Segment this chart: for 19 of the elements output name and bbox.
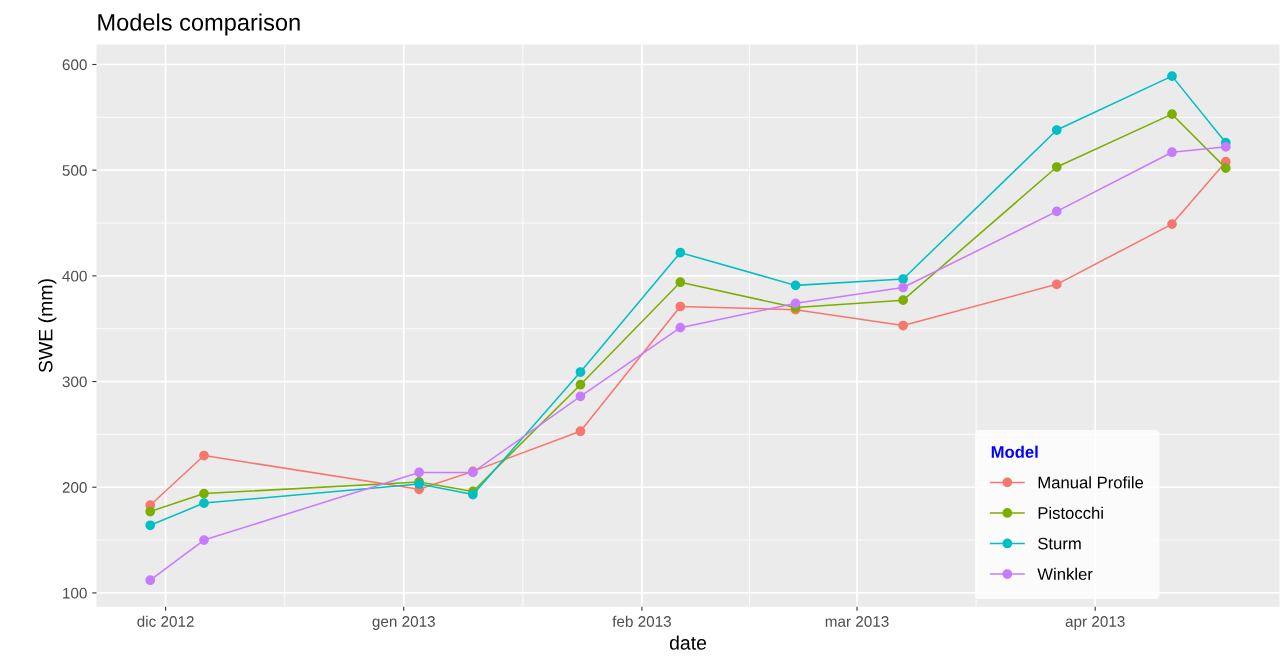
y-axis-title: SWE (mm) bbox=[38, 279, 57, 373]
y-tick-label: 400 bbox=[62, 270, 87, 282]
legend-label: Winkler bbox=[1037, 567, 1093, 581]
x-tick-label: feb 2013 bbox=[612, 615, 671, 627]
y-tick-label: 600 bbox=[62, 59, 87, 71]
x-tick-label: apr 2013 bbox=[1065, 616, 1125, 630]
legend-title: Model bbox=[991, 445, 1038, 458]
y-tick-label: 300 bbox=[62, 376, 87, 388]
y-tick-label: 500 bbox=[62, 165, 87, 176]
legend-label: Sturm bbox=[1038, 537, 1081, 550]
x-tick-label: gen 2013 bbox=[372, 616, 435, 630]
x-tick-label: dic 2012 bbox=[137, 615, 194, 627]
legend-label: Manual Profile bbox=[1038, 476, 1144, 489]
chart-title: Models comparison bbox=[98, 13, 300, 36]
legend-label: Pistocchi bbox=[1038, 506, 1103, 519]
x-axis-title: date bbox=[669, 635, 707, 650]
x-tick-label: mar 2013 bbox=[825, 616, 889, 627]
y-tick-label: 200 bbox=[62, 482, 87, 493]
y-tick-label: 100 bbox=[63, 587, 87, 599]
